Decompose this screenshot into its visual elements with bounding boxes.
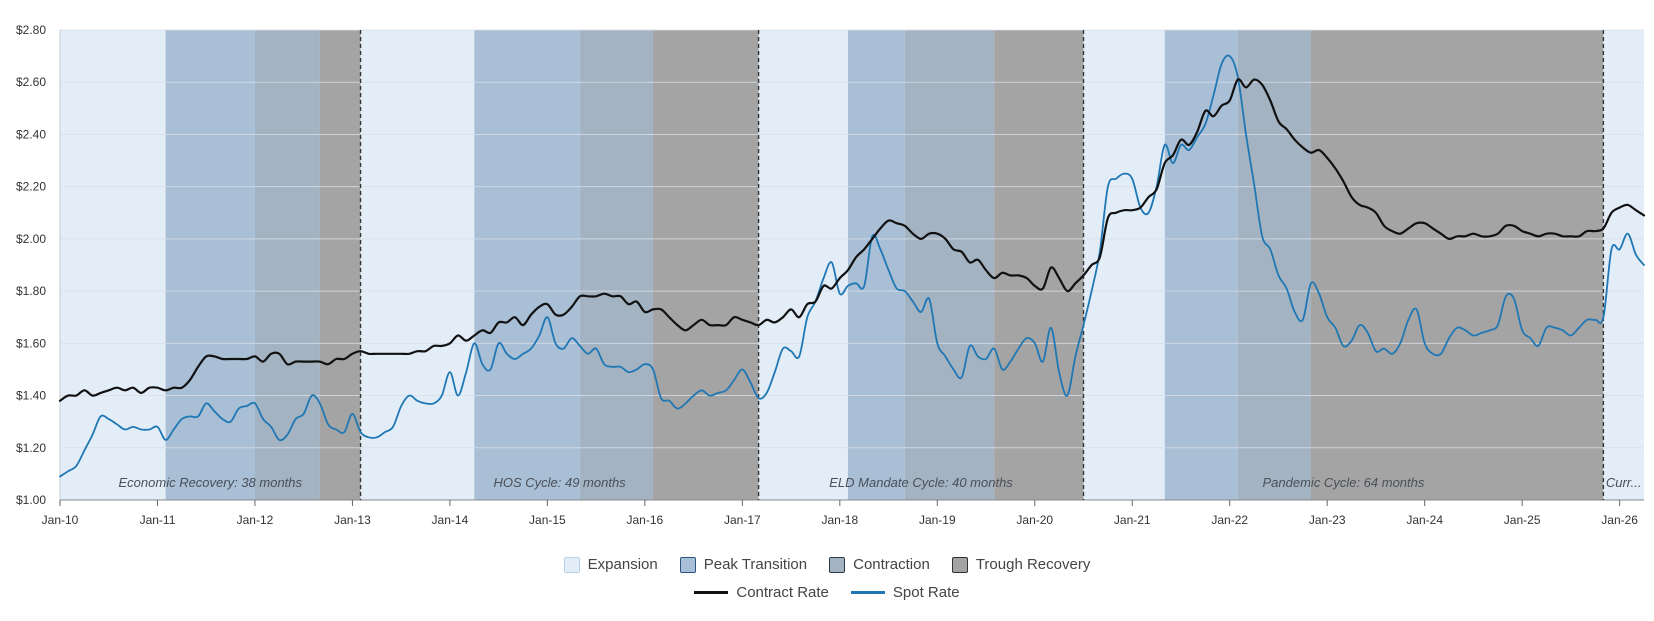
phase-band-peak-transition [165,30,255,500]
x-tick-label: Jan-15 [529,513,566,527]
x-tick-label: Jan-10 [42,513,79,527]
cycle-label: HOS Cycle: 49 months [493,475,626,490]
phase-band-expansion [360,30,475,500]
x-tick-label: Jan-22 [1211,513,1248,527]
phase-band-peak-transition [847,30,905,500]
gridlines [60,29,1644,501]
legend-item-contraction[interactable]: Contraction [829,556,930,573]
y-tick-label: $1.40 [16,389,46,403]
phase-band-contraction [254,30,320,500]
phase-legend: Expansion Peak Transition Contraction Tr… [0,556,1654,573]
cycle-label: ELD Mandate Cycle: 40 months [829,475,1013,490]
legend-item-expansion[interactable]: Expansion [563,556,658,573]
series-legend: Contract Rate Spot Rate [0,584,1654,601]
phase-band-expansion [758,30,848,500]
phase-band-contraction [904,30,995,500]
x-tick-label: Jan-17 [724,513,761,527]
x-tick-label: Jan-19 [919,513,956,527]
contract-rate-line [58,78,1646,402]
legend-label-contraction: Contraction [853,556,930,573]
cycle-label: Curr... [1606,475,1642,490]
x-tick-label: Jan-18 [821,513,858,527]
x-tick-label: Jan-20 [1016,513,1053,527]
legend-item-peak-transition[interactable]: Peak Transition [679,556,808,573]
x-tick-label: Jan-21 [1114,513,1151,527]
chart-canvas: $1.00 $1.20 $1.40 $1.60 $1.80 $2.00 $2.20 $2.40… [16,23,1646,527]
y-tick-label: $2.40 [16,127,46,141]
contract-rate-swatch [694,591,729,594]
y-tick-label: $1.80 [16,284,46,298]
legend-item-spot-rate[interactable]: Spot Rate [850,584,960,601]
legend-item-trough-recovery[interactable]: Trough Recovery [951,556,1091,573]
y-tick-label: $1.60 [16,336,46,350]
x-tick-label: Jan-25 [1504,513,1541,527]
phase-band-trough-recovery [652,30,759,500]
x-tick-label: Jan-24 [1406,513,1443,527]
phase-bands [60,30,1644,500]
trough-recovery-swatch [951,556,968,573]
spot-rate-swatch [850,591,885,594]
y-tick-label: $1.00 [16,493,46,507]
contraction-swatch [829,556,846,573]
peak-transition-swatch [679,556,696,573]
cycle-label: Pandemic Cycle: 64 months [1263,475,1425,490]
x-tick-label: Jan-23 [1309,513,1346,527]
y-tick-label: $2.80 [16,23,46,37]
legend-label-expansion: Expansion [587,556,658,573]
legend-label-trough-recovery: Trough Recovery [975,556,1091,573]
legend-item-contract-rate[interactable]: Contract Rate [694,584,829,601]
x-tick-label: Jan-14 [432,513,469,527]
phase-band-trough-recovery [319,30,361,500]
phase-band-trough-recovery [994,30,1084,500]
y-tick-label: $2.60 [16,75,46,89]
y-tick-label: $1.20 [16,441,46,455]
cycle-label: Economic Recovery: 38 months [119,475,303,490]
legend-label-peak-transition: Peak Transition [703,556,808,573]
legend-label-contract-rate: Contract Rate [736,584,829,601]
expansion-swatch [563,556,580,573]
phase-band-expansion [1083,30,1165,500]
x-tick-label: Jan-16 [627,513,664,527]
phase-band-peak-transition [474,30,580,500]
spot-rate-line [59,54,1645,478]
x-tick-label: Jan-13 [334,513,371,527]
phase-band-contraction [579,30,653,500]
x-tick-label: Jan-26 [1601,513,1638,527]
x-tick-label: Jan-12 [237,513,274,527]
x-tick-label: Jan-11 [140,513,176,527]
legend-label-spot-rate: Spot Rate [892,584,960,601]
phase-band-peak-transition [1164,30,1238,500]
y-tick-label: $2.00 [16,232,46,246]
y-tick-label: $2.20 [16,180,46,194]
phase-band-trough-recovery [1310,30,1604,500]
